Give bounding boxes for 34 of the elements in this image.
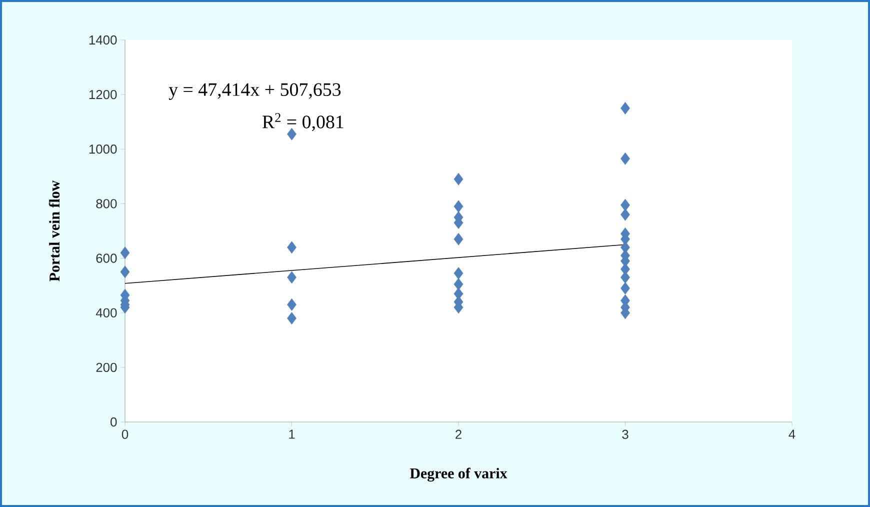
y-tick-label: 1400 — [89, 35, 117, 45]
point — [620, 282, 630, 294]
point — [454, 232, 464, 246]
point — [454, 172, 464, 186]
y-tick-label: 400 — [96, 308, 117, 318]
point — [620, 152, 630, 165]
point — [620, 102, 630, 114]
y-tick-label: 1000 — [89, 144, 117, 154]
y-tick-label: 1200 — [89, 90, 117, 100]
point — [287, 312, 296, 324]
point — [454, 200, 464, 213]
point — [287, 128, 296, 140]
point — [120, 246, 130, 260]
y-axis-title: Portal vein flow — [48, 180, 60, 282]
point — [287, 241, 296, 254]
y-tick-label: 0 — [110, 417, 117, 427]
point — [620, 208, 630, 221]
annotation: R$^{2}$ = 0,081 — [262, 113, 344, 132]
x-tick-label: 3 — [622, 430, 628, 439]
x-tick-label: 2 — [456, 430, 462, 439]
point — [287, 271, 296, 284]
point — [454, 278, 464, 290]
y-tick-label: 200 — [96, 362, 117, 372]
annotation: y = 47,414x + 507,653 — [168, 83, 341, 100]
y-tick-label: 600 — [96, 254, 117, 263]
point — [120, 266, 130, 278]
x-tick-label: 1 — [289, 430, 295, 439]
point — [454, 267, 464, 280]
x-axis-title: Degree of varix — [410, 468, 508, 482]
x-tick-label: 4 — [788, 430, 796, 439]
y-tick-label: 800 — [96, 199, 117, 208]
point — [620, 198, 630, 212]
x-tick-label: 0 — [122, 430, 128, 439]
point — [287, 298, 296, 311]
